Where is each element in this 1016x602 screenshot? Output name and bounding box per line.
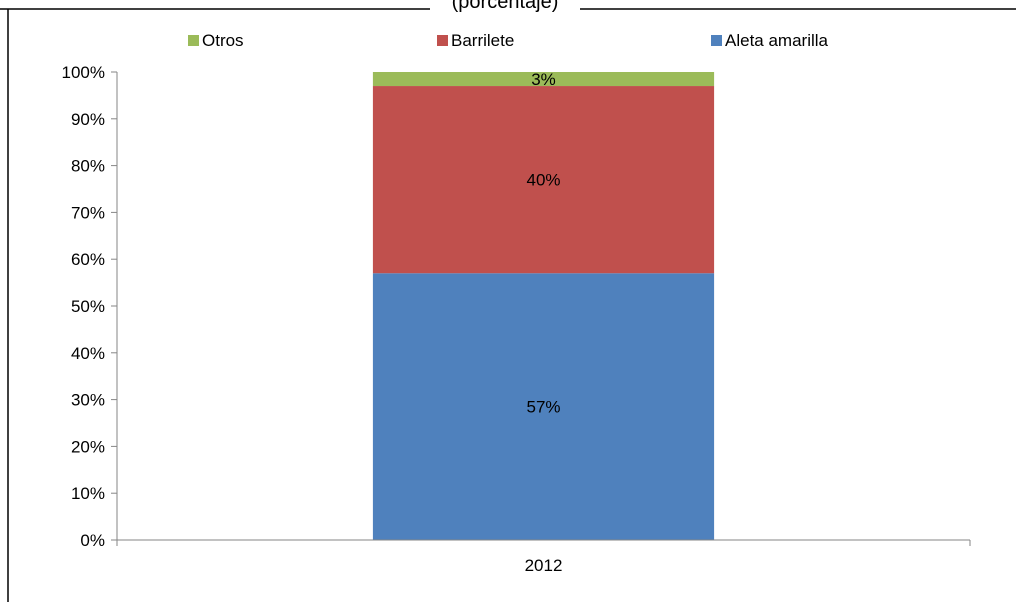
y-tick-label: 30% xyxy=(71,391,105,410)
x-tick-label: 2012 xyxy=(525,556,563,575)
legend-swatch xyxy=(711,35,722,46)
data-label: 3% xyxy=(531,70,556,89)
y-tick-label: 20% xyxy=(71,437,105,456)
bar-segment xyxy=(372,86,715,274)
legend-label: Barrilete xyxy=(451,31,514,50)
bars: 57% 40% 3% xyxy=(372,70,715,540)
y-tick-label: 0% xyxy=(80,531,105,550)
y-tick-label: 10% xyxy=(71,484,105,503)
legend-swatch xyxy=(188,35,199,46)
y-tick-label: 100% xyxy=(62,63,105,82)
x-axis: 2012 xyxy=(116,539,971,575)
legend: Otros Barrilete Aleta amarilla xyxy=(188,31,829,50)
legend-label: Aleta amarilla xyxy=(725,31,829,50)
data-label: 40% xyxy=(526,171,560,190)
y-tick-label: 90% xyxy=(71,110,105,129)
bar-segment xyxy=(372,273,715,540)
data-label: 57% xyxy=(526,398,560,417)
y-tick-label: 70% xyxy=(71,203,105,222)
chart-title: (porcentaje) xyxy=(452,0,559,13)
y-tick-label: 60% xyxy=(71,250,105,269)
legend-label: Otros xyxy=(202,31,244,50)
y-tick-label: 40% xyxy=(71,344,105,363)
bar-segment xyxy=(372,72,715,87)
legend-swatch xyxy=(437,35,448,46)
y-tick-label: 80% xyxy=(71,157,105,176)
y-tick-label: 50% xyxy=(71,297,105,316)
title-background xyxy=(430,0,580,13)
y-axis: 0% 10% 20% 30% 40% 50% 60% 70% 80% 90% 100% xyxy=(62,63,118,550)
